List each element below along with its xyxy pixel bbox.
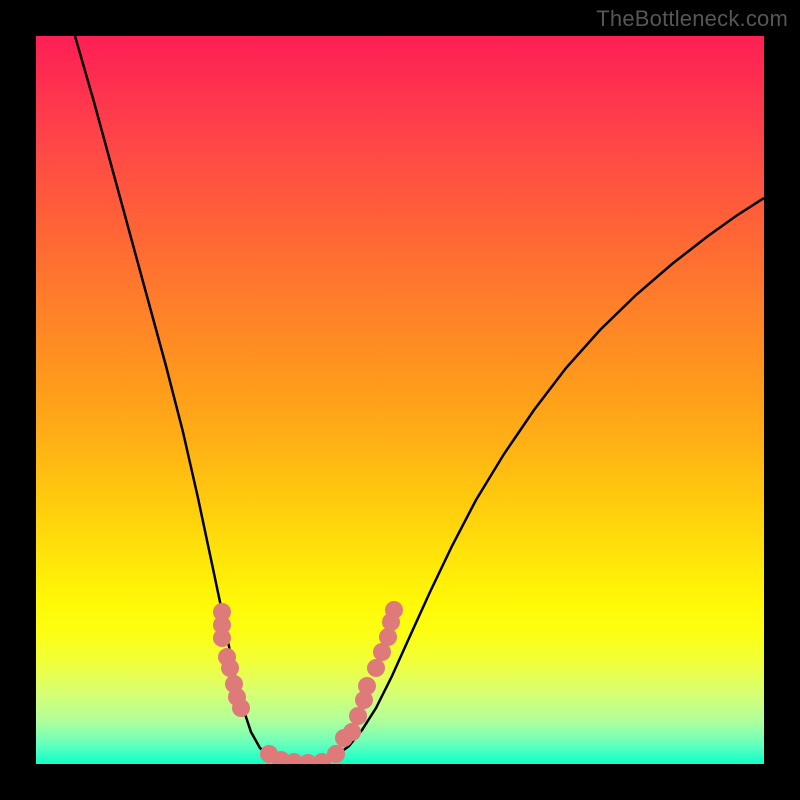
data-marker [327, 745, 345, 763]
data-marker [213, 629, 231, 647]
data-markers [213, 601, 403, 764]
chart-overlay [36, 36, 764, 764]
data-marker [343, 723, 361, 741]
data-marker [232, 699, 250, 717]
data-marker [367, 659, 385, 677]
data-marker [385, 601, 403, 619]
data-marker [349, 707, 367, 725]
chart-plot-area [36, 36, 764, 764]
data-marker [221, 659, 239, 677]
data-marker [358, 677, 376, 695]
v-curve [75, 36, 764, 763]
watermark-text: TheBottleneck.com [596, 6, 788, 32]
data-marker [379, 628, 397, 646]
